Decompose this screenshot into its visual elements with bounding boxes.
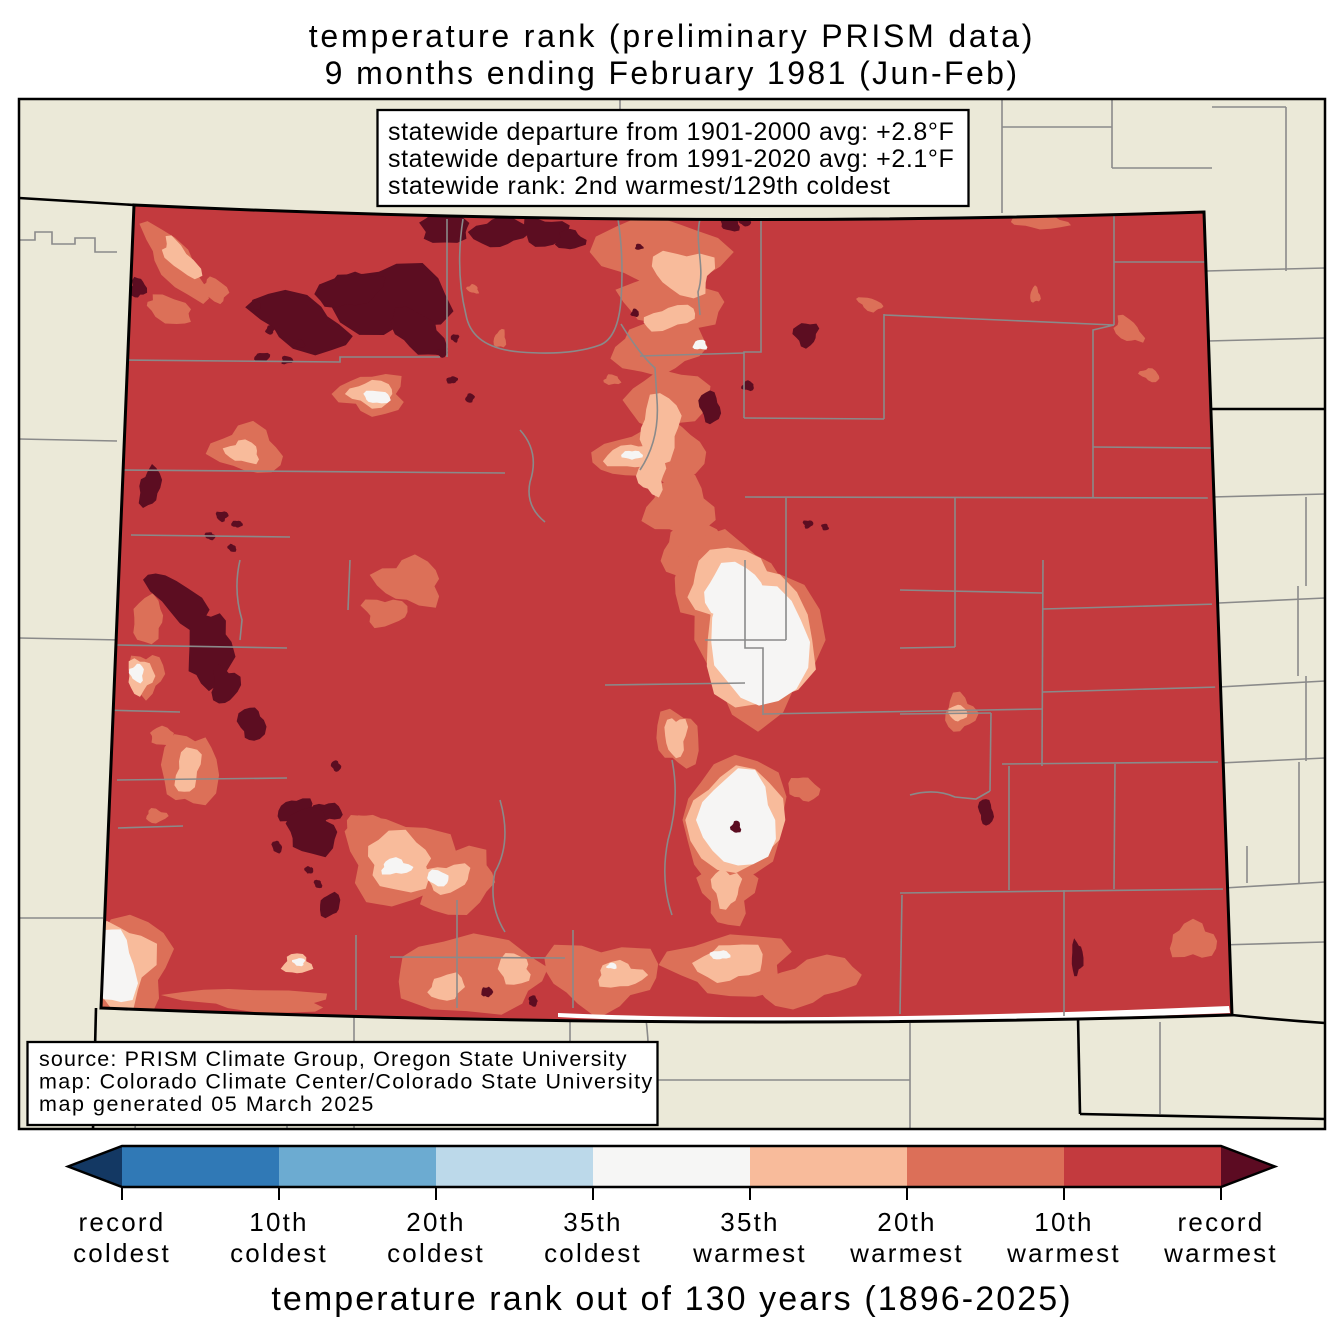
svg-text:10th: 10th (249, 1207, 308, 1237)
svg-text:20th: 20th (406, 1207, 465, 1237)
svg-text:statewide departure from 1901-: statewide departure from 1901-2000 avg: … (388, 118, 954, 146)
svg-text:35th: 35th (720, 1207, 779, 1237)
svg-text:9 months ending February 1981: 9 months ending February 1981 (Jun-Feb) (325, 55, 1020, 91)
svg-text:35th: 35th (563, 1207, 622, 1237)
svg-text:record: record (79, 1207, 166, 1237)
svg-text:10th: 10th (1034, 1207, 1093, 1237)
svg-text:statewide departure from 1991-: statewide departure from 1991-2020 avg: … (388, 145, 954, 173)
svg-text:temperature rank (preliminary: temperature rank (preliminary PRISM data… (309, 18, 1036, 54)
svg-text:warmest: warmest (1163, 1238, 1278, 1268)
svg-text:temperature rank out of 130 ye: temperature rank out of 130 years (1896-… (271, 1280, 1072, 1318)
svg-text:record: record (1178, 1207, 1265, 1237)
svg-text:coldest: coldest (230, 1238, 328, 1268)
svg-text:warmest: warmest (1006, 1238, 1121, 1268)
svg-text:coldest: coldest (73, 1238, 171, 1268)
svg-text:warmest: warmest (692, 1238, 807, 1268)
svg-text:warmest: warmest (849, 1238, 964, 1268)
svg-text:coldest: coldest (544, 1238, 642, 1268)
svg-text:20th: 20th (877, 1207, 936, 1237)
svg-text:source: PRISM Climate Group, O: source: PRISM Climate Group, Oregon Stat… (39, 1047, 628, 1071)
svg-text:map generated 05 March 2025: map generated 05 March 2025 (39, 1092, 375, 1116)
svg-text:statewide rank: 2nd warmest/12: statewide rank: 2nd warmest/129th coldes… (388, 172, 891, 200)
svg-text:coldest: coldest (387, 1238, 485, 1268)
svg-text:map: Colorado Climate Center/C: map: Colorado Climate Center/Colorado St… (39, 1070, 654, 1094)
